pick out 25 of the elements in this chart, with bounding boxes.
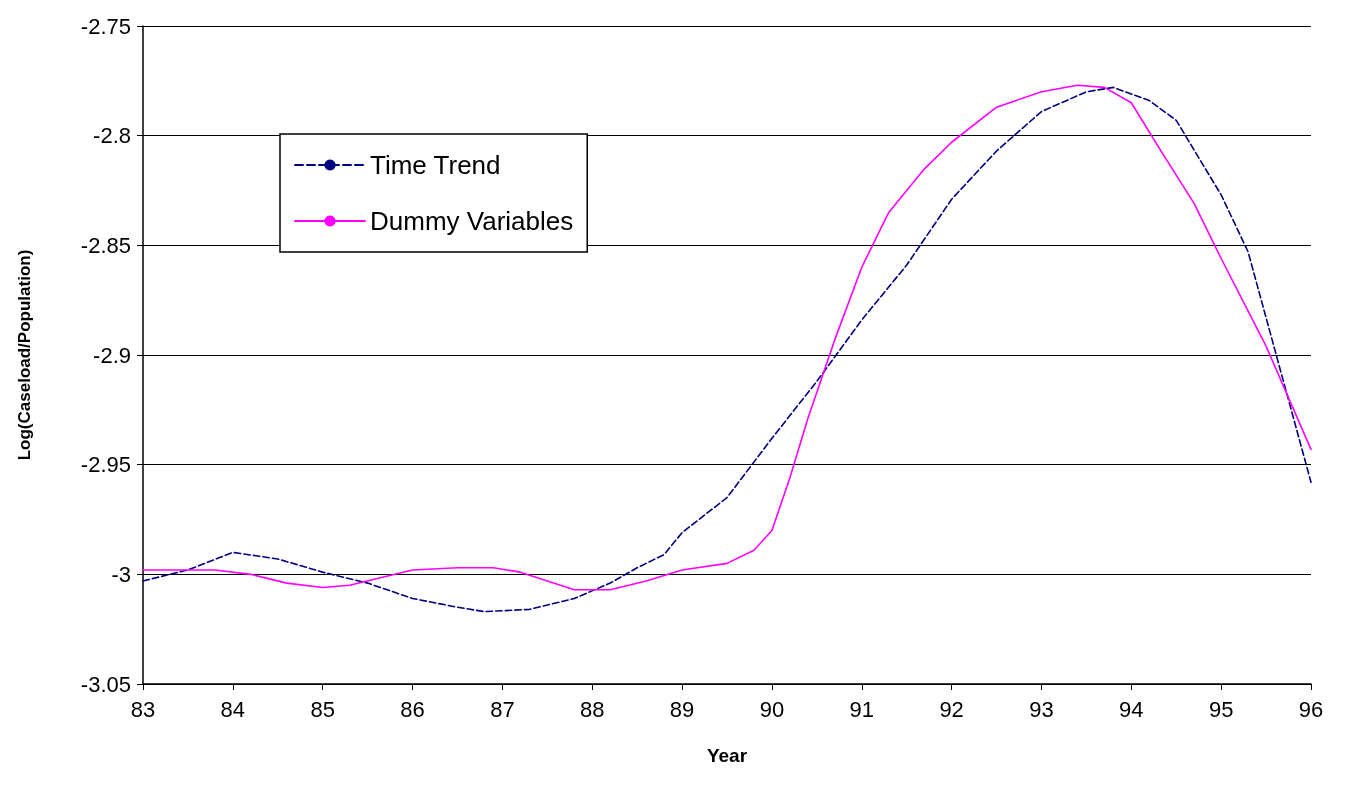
x-tick-label: 95 xyxy=(1208,696,1234,722)
x-tick-label: 96 xyxy=(1298,696,1324,722)
x-tick-label: 86 xyxy=(400,696,425,722)
x-tick-label: 89 xyxy=(669,696,695,722)
x-tick-label: 85 xyxy=(310,696,335,722)
y-axis-title: Log(Caseload/Population) xyxy=(15,249,34,461)
y-tick-label: -3 xyxy=(111,561,131,587)
x-tick-label: 83 xyxy=(130,696,156,722)
x-tick-label: 91 xyxy=(849,696,875,722)
x-tick-label: 87 xyxy=(490,696,515,722)
y-tick-label: -3.05 xyxy=(80,671,131,697)
x-tick-label: 90 xyxy=(759,696,785,722)
legend-label: Time Trend xyxy=(370,150,501,180)
x-tick-label: 88 xyxy=(579,696,605,722)
y-tick-label: -2.8 xyxy=(93,123,131,149)
x-tick-label: 92 xyxy=(939,696,964,722)
x-tick-label: 93 xyxy=(1029,696,1054,722)
y-tick-label: -2.95 xyxy=(80,452,131,478)
y-tick-label: -2.75 xyxy=(80,13,131,39)
x-tick-label: 84 xyxy=(220,696,246,722)
y-tick-label: -2.85 xyxy=(80,232,131,258)
x-tick-label: 94 xyxy=(1119,696,1144,722)
x-axis-title: Year xyxy=(706,745,748,766)
y-tick-label: -2.9 xyxy=(93,342,131,368)
legend-label: Dummy Variables xyxy=(370,206,574,236)
